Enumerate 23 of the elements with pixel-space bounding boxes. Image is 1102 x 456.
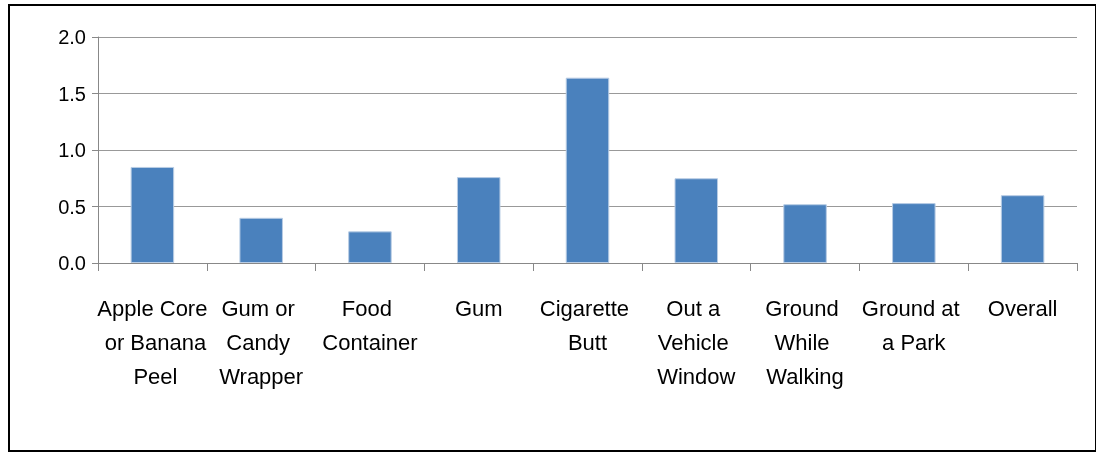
y-tick-label: 1.5 <box>58 82 86 105</box>
bar <box>565 77 610 263</box>
bar <box>130 166 175 263</box>
y-tick-label: 0.5 <box>58 195 86 218</box>
bar <box>1000 195 1045 263</box>
bar <box>674 178 719 263</box>
x-tick-label: Gum or Candy Wrapper <box>219 295 304 389</box>
bar <box>783 204 827 263</box>
bar <box>456 177 501 263</box>
y-tick-label: 2.0 <box>58 26 86 48</box>
y-tick-label: 0.0 <box>58 252 86 274</box>
x-tick-label: Gum <box>454 295 503 321</box>
x-tick-label: Cigarette Butt <box>539 295 636 355</box>
x-tick-label: Out a Vehicle Window <box>657 295 736 389</box>
x-tick-label: Ground While Walking <box>765 295 845 389</box>
bar <box>239 217 283 263</box>
x-tick-label: Ground at a Park <box>861 295 966 355</box>
bar <box>348 231 392 263</box>
y-tick-label: 1.0 <box>58 139 86 161</box>
x-tick-label: Apple Core or Banana Peel <box>97 295 208 389</box>
x-tick-label: Food Container <box>322 295 418 355</box>
x-tick-label: Overall <box>987 295 1058 321</box>
bar <box>892 203 936 263</box>
